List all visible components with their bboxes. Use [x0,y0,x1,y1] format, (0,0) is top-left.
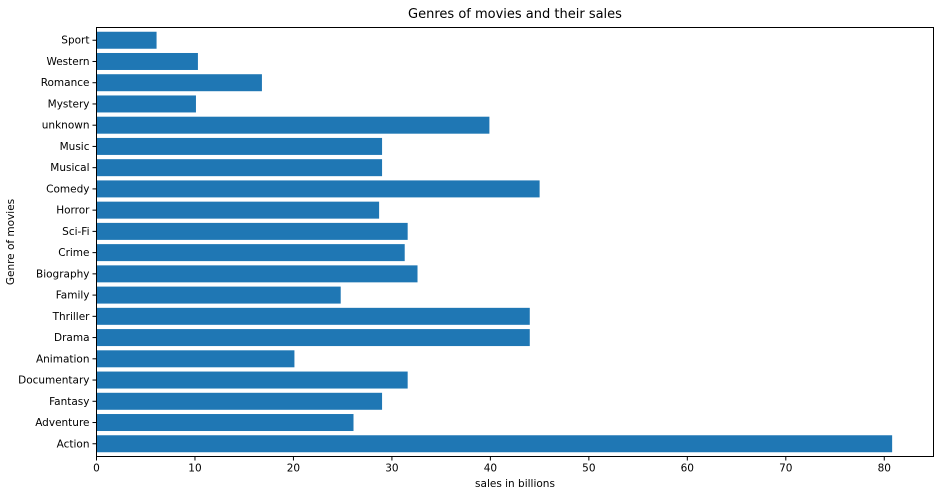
x-tick-label: 20 [287,463,300,475]
bar-biography [96,265,418,283]
bar-documentary [96,371,408,389]
y-tick-label: Musical [50,162,89,174]
bar-thriller [96,307,530,325]
x-tick-label: 50 [582,463,595,475]
bars-layer [96,31,893,453]
x-axis-label: sales in billions [475,478,555,490]
bar-horror [96,201,380,219]
bar-animation [96,350,295,368]
y-tick-label: Romance [41,77,90,89]
y-tick-label: Comedy [46,183,89,195]
y-tick-label: Thriller [52,311,91,323]
bar-family [96,286,341,304]
bar-romance [96,74,262,92]
bar-mystery [96,95,196,113]
bar-drama [96,329,530,347]
x-tick-label: 0 [93,463,100,475]
y-tick-label: Drama [54,332,90,344]
y-axis-label: Genre of movies [5,199,17,285]
y-tick-label: Biography [36,268,90,280]
bar-sport [96,31,157,49]
bar-action [96,435,893,453]
y-tick-label: Fantasy [49,396,89,408]
x-tick-label: 70 [779,463,792,475]
y-tick-label: Animation [36,353,90,365]
y-tick-label: Documentary [18,375,89,387]
y-tick-label: unknown [42,120,90,132]
bar-adventure [96,414,354,432]
y-tick-label: Horror [56,205,90,217]
y-ticks-layer: Action Adventure Fantasy Documentary Animati… [18,35,97,450]
y-tick-label: Music [60,141,90,153]
x-tick-label: 10 [188,463,201,475]
y-tick-label: Action [57,438,90,450]
bar-western [96,52,198,70]
x-tick-label: 80 [878,463,891,475]
bar-comedy [96,180,540,198]
bar-sci-fi [96,222,408,240]
x-tick-label: 60 [681,463,694,475]
x-tick-label: 40 [484,463,497,475]
chart-title: Genres of movies and their sales [408,7,622,22]
bar-musical [96,159,383,177]
y-tick-label: Mystery [48,98,90,110]
bar-music [96,137,383,155]
y-tick-label: Western [46,56,89,68]
x-ticks-layer: 0 10 20 30 40 50 60 70 80 [93,456,891,475]
bar-unknown [96,116,490,134]
y-tick-label: Family [56,290,90,302]
plot-frame [96,27,934,457]
y-tick-label: Sport [61,35,89,47]
y-tick-label: Adventure [35,417,89,429]
y-tick-label: Sci-Fi [62,226,89,238]
bar-fantasy [96,392,383,410]
bar-crime [96,244,405,262]
x-tick-label: 30 [385,463,398,475]
y-tick-label: Crime [58,247,89,259]
